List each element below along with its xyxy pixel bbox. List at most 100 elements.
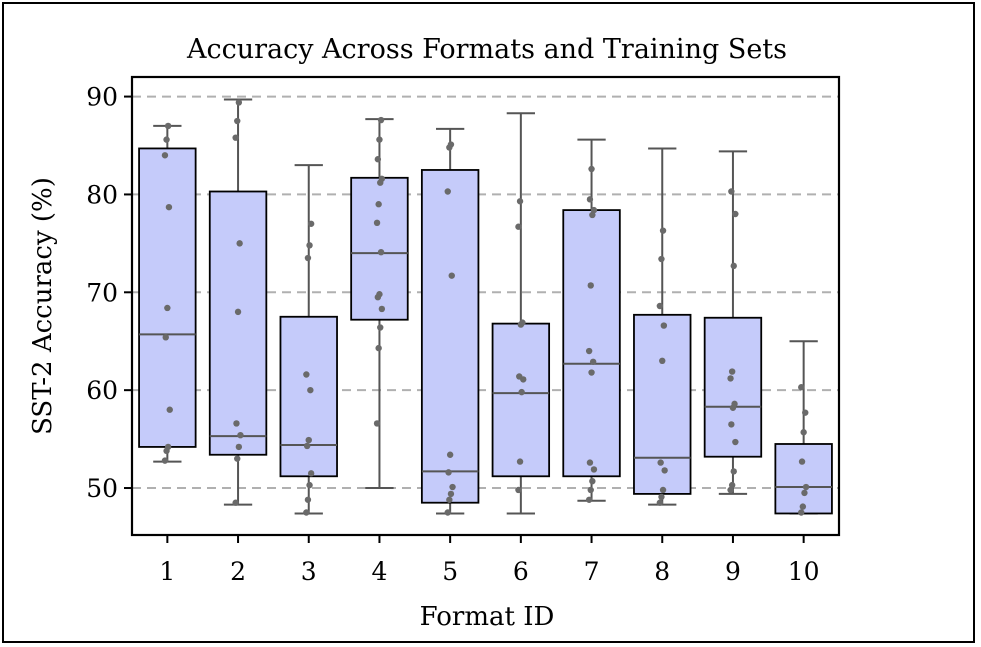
boxes (138, 98, 833, 515)
data-point (588, 369, 595, 376)
iqr-box (420, 169, 480, 504)
data-point (515, 486, 522, 494)
data-point (798, 458, 806, 465)
data-point (164, 443, 172, 451)
x-tick-label: 9 (725, 557, 741, 586)
data-point (235, 99, 243, 106)
x-axis: 1 2 3 4 5 6 7 8 9 10 (159, 535, 820, 586)
box-format-7 (562, 138, 621, 502)
data-point (233, 420, 240, 427)
iqr-box (208, 190, 268, 456)
box-format-10 (774, 340, 833, 515)
data-point (449, 483, 456, 491)
data-point (376, 136, 383, 143)
data-point (374, 156, 382, 163)
data-point (658, 493, 665, 501)
data-point (304, 254, 312, 262)
data-point (590, 206, 598, 214)
data-point (307, 470, 315, 477)
box-format-4 (350, 118, 409, 490)
data-point (732, 438, 739, 446)
data-point (588, 165, 595, 173)
data-point (516, 458, 524, 465)
data-point (659, 227, 667, 234)
chart-title: Accuracy Across Formats and Training Set… (186, 34, 787, 65)
y-tick-label: 60 (86, 376, 118, 405)
data-point (234, 117, 241, 125)
data-point (801, 489, 808, 497)
data-point (377, 116, 385, 124)
data-point (660, 322, 668, 329)
x-tick-label: 10 (788, 557, 820, 586)
data-point (303, 509, 310, 516)
data-point (235, 443, 243, 451)
data-points (161, 99, 810, 516)
data-point (658, 255, 665, 263)
data-point (799, 503, 807, 510)
data-point (163, 136, 170, 143)
y-tick-label: 50 (86, 474, 118, 503)
data-point (798, 384, 805, 391)
data-point (304, 496, 312, 503)
data-point (659, 486, 667, 494)
x-tick-label: 4 (371, 557, 387, 586)
data-point (306, 242, 313, 249)
data-point (377, 248, 385, 256)
data-point (373, 420, 381, 427)
data-point (587, 282, 594, 289)
data-point (307, 386, 314, 394)
box-format-3 (279, 164, 338, 515)
data-point (585, 347, 593, 355)
data-point (375, 201, 382, 208)
data-point (585, 496, 593, 503)
x-tick-label: 2 (230, 557, 246, 586)
data-point (161, 457, 169, 464)
data-point (802, 483, 810, 491)
iqr-box (138, 147, 197, 448)
data-point (730, 262, 737, 270)
data-point (589, 358, 597, 365)
x-tick-label: 6 (513, 557, 529, 586)
data-point (516, 198, 524, 205)
data-point (519, 319, 526, 326)
y-tick-label: 90 (86, 83, 118, 112)
data-point (727, 486, 734, 494)
x-tick-label: 5 (442, 557, 458, 586)
data-point (802, 409, 809, 416)
data-point (376, 291, 383, 298)
x-tick-label: 8 (654, 557, 670, 586)
data-point (164, 122, 172, 130)
data-point (444, 188, 451, 195)
data-point (237, 431, 244, 439)
data-point (659, 357, 666, 365)
data-point (236, 240, 243, 247)
data-point (587, 486, 594, 494)
box-format-6 (491, 112, 551, 515)
data-point (445, 469, 452, 476)
data-point (234, 308, 242, 316)
data-point (732, 210, 739, 218)
iqr-box (633, 313, 692, 495)
data-point (448, 272, 455, 279)
data-point (444, 509, 451, 516)
data-point (657, 459, 664, 466)
data-point (447, 141, 455, 148)
data-point (378, 175, 386, 182)
box-format-9 (703, 150, 763, 495)
data-point (728, 368, 736, 375)
data-point (166, 406, 173, 413)
data-point (164, 304, 171, 312)
data-point (375, 344, 382, 352)
data-point (515, 223, 522, 230)
y-tick-label: 80 (86, 180, 118, 209)
data-point (377, 324, 384, 331)
data-point (446, 451, 454, 458)
data-point (589, 211, 596, 219)
data-point (661, 467, 668, 474)
iqr-box (491, 322, 551, 478)
y-axis-label: SST-2 Accuracy (%) (28, 177, 58, 435)
x-axis-label: Format ID (420, 602, 555, 632)
data-point (728, 421, 735, 428)
x-tick-label: 1 (159, 557, 175, 586)
